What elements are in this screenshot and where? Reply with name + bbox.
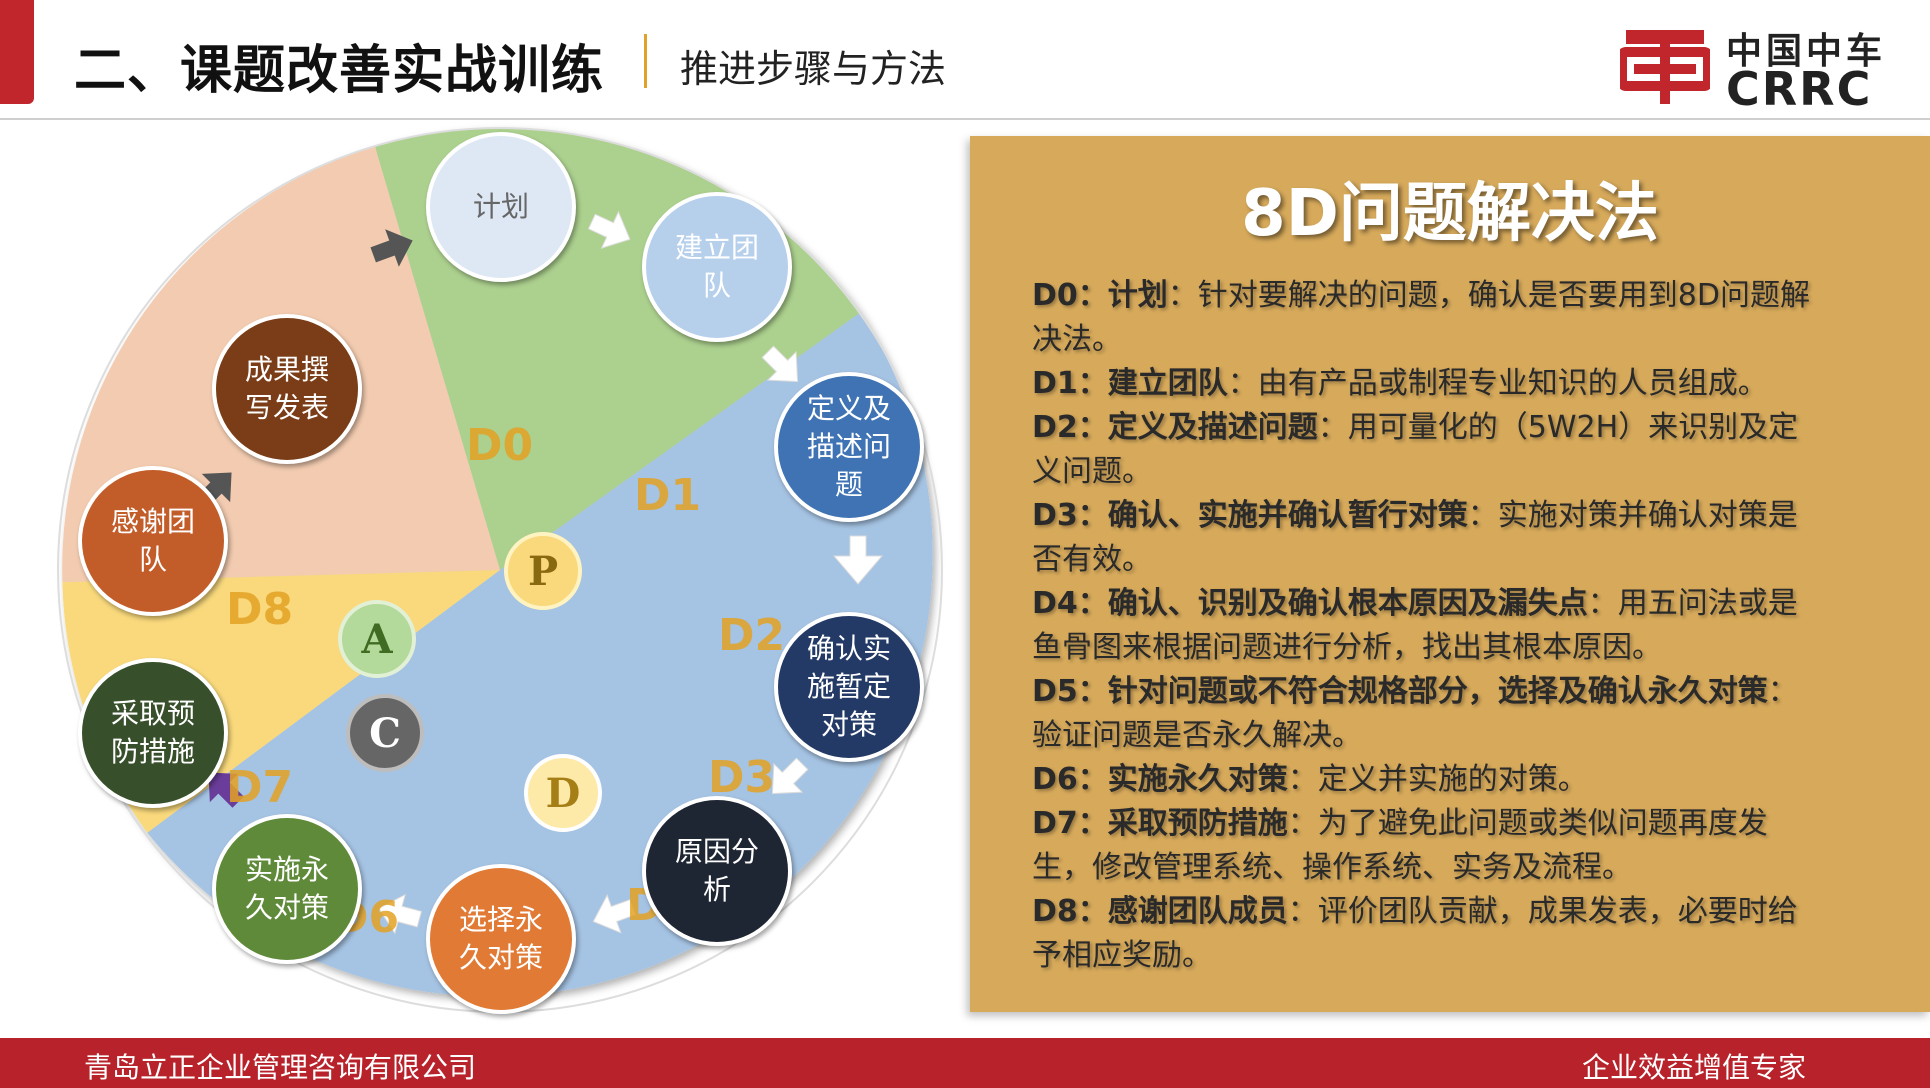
d-label-d0: D0: [466, 420, 534, 471]
d-label-d8: D8: [226, 584, 294, 635]
panel-item-d4: D4：确认、识别及确认根本原因及漏失点：用五问法或是鱼骨图来根据问题进行分析，找…: [1032, 586, 1798, 665]
arrow-icon: [592, 893, 637, 934]
step-node-thank-team: 感谢团队: [78, 466, 228, 616]
panel-item-d1: D1：建立团队：由有产品或制程专业知识的人员组成。: [1032, 366, 1768, 401]
logo-text-en: CRRC: [1726, 62, 1873, 116]
arrow-icon: [761, 345, 799, 383]
step-node-report: 成果撰 写发表: [212, 314, 362, 464]
step-node-plan: 计划: [426, 132, 576, 282]
pdca-plan-marker: P: [504, 532, 582, 610]
crrc-logo-icon: [1620, 30, 1710, 104]
panel-item-d5: D5：针对问题或不符合规格部分，选择及确认永久对策：验证问题是否永久解决。: [1032, 674, 1798, 753]
panel-body: D0：计划：针对要解决的问题，确认是否要用到8D问题解决法。 D1：建立团队：由…: [1032, 274, 1822, 978]
d-label-d3: D3: [708, 752, 776, 803]
step-node-prevent: 采取预 防措施: [78, 658, 228, 808]
arrow-icon: [208, 772, 244, 808]
arrow-icon: [771, 757, 809, 795]
panel-item-d6: D6：实施永久对策：定义并实施的对策。: [1032, 762, 1588, 797]
pdca-act-marker: A: [338, 600, 416, 678]
arrow-icon: [587, 210, 631, 249]
header-accent-bar: [0, 0, 34, 104]
arrow-icon: [370, 229, 413, 267]
arrow-icon: [378, 893, 423, 935]
panel-item-d7: D7：采取预防措施：为了避免此问题或类似问题再度发生，修改管理系统、操作系统、实…: [1032, 806, 1768, 885]
footer-company: 青岛立正企业管理咨询有限公司: [84, 1051, 477, 1084]
d-label-d2: D2: [718, 610, 786, 661]
8d-cycle-diagram: D0 D1 D2 D3 D4 D5 D6 D7 D8 P D C A 计划 建立…: [0, 120, 960, 1038]
pdca-check-marker: C: [346, 694, 424, 772]
step-node-define-problem: 定义及 描述问题: [774, 372, 924, 522]
panel-item-d0: D0：计划：针对要解决的问题，确认是否要用到8D问题解决法。: [1032, 278, 1810, 357]
step-node-root-cause: 原因分析: [642, 796, 792, 946]
pdca-do-marker: D: [524, 754, 602, 832]
d-label-d1: D1: [634, 470, 702, 521]
footer-slogan: 企业效益增值专家: [1581, 1051, 1806, 1084]
page-subtitle: 推进步骤与方法: [680, 47, 947, 91]
page-title: 二、课题改善实战训练: [74, 41, 605, 101]
panel-title: 8D问题解决法: [1241, 177, 1659, 251]
arrow-icon: [832, 535, 884, 585]
8d-description-panel: 8D问题解决法 D0：计划：针对要解决的问题，确认是否要用到8D问题解决法。 D…: [970, 136, 1930, 1012]
header-rule: [0, 118, 1930, 120]
step-node-build-team: 建立团队: [642, 192, 792, 342]
logo-text-cn: 中国中车: [1726, 31, 1887, 72]
panel-item-d8: D8：感谢团队成员：评价团队贡献，成果发表，必要时给予相应奖励。: [1032, 894, 1798, 973]
step-node-implement-permanent: 实施永 久对策: [212, 814, 362, 964]
step-node-select-permanent: 选择永 久对策: [426, 864, 576, 1014]
panel-item-d2: D2：定义及描述问题：用可量化的（5W2H）来识别及定义问题。: [1032, 410, 1799, 489]
footer-bar: 青岛立正企业管理咨询有限公司 企业效益增值专家: [0, 1038, 1930, 1088]
panel-item-d3: D3：确认、实施并确认暂行对策：实施对策并确认对策是否有效。: [1032, 498, 1798, 577]
step-node-interim-action: 确认实 施暂定 对策: [774, 612, 924, 762]
d-label-d7: D7: [226, 762, 294, 813]
header-divider: [644, 34, 647, 88]
